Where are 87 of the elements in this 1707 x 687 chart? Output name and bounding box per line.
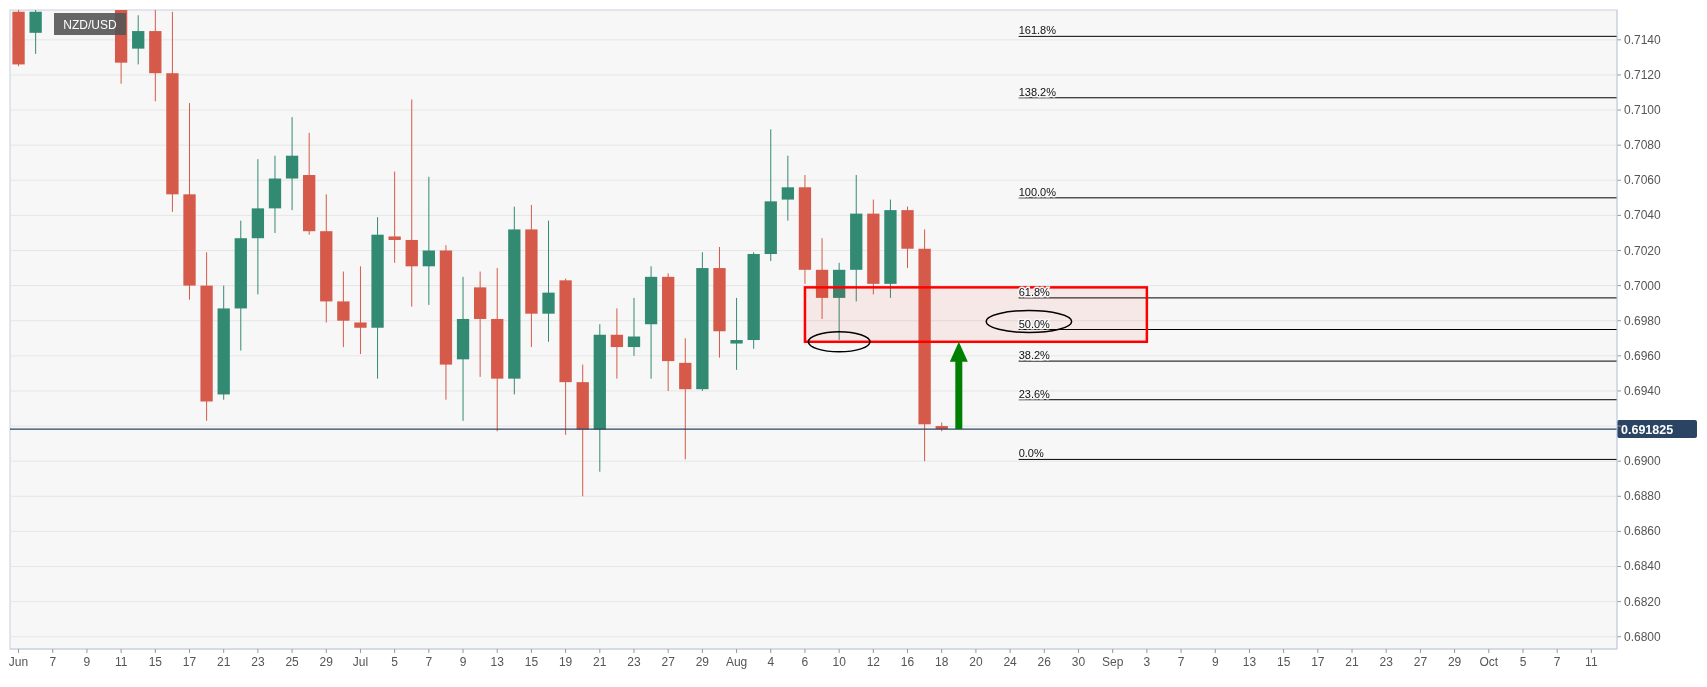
x-tick-label: 15 bbox=[148, 655, 163, 669]
annotation: 138.2% bbox=[1018, 85, 1057, 98]
x-tick-label: Jul bbox=[352, 655, 369, 669]
x-tick-label: 10 bbox=[832, 655, 847, 669]
y-tick-label: 0.6820 bbox=[1624, 594, 1662, 609]
y-tick-label: 0.6980 bbox=[1624, 313, 1662, 328]
x-tick-label: 11 bbox=[114, 655, 128, 669]
annotation: 61.8% bbox=[1018, 285, 1051, 298]
ref-line-label: 0.691825 bbox=[1621, 422, 1674, 437]
x-tick-label: 5 bbox=[391, 655, 399, 669]
x-tick-label: 25 bbox=[285, 655, 300, 669]
candlestick bbox=[354, 265, 367, 355]
candlestick bbox=[627, 297, 641, 357]
x-tick-label: 15 bbox=[1276, 655, 1291, 669]
y-tick-label: 0.6840 bbox=[1624, 559, 1662, 574]
x-tick-label: 3 bbox=[1143, 655, 1151, 669]
x-tick-label: 7 bbox=[1553, 655, 1561, 669]
x-tick-label: 21 bbox=[593, 655, 607, 669]
y-tick-label: 0.7020 bbox=[1624, 243, 1662, 258]
x-tick-label: 9 bbox=[459, 655, 467, 669]
candlestick bbox=[29, 9, 42, 55]
x-tick-label: 5 bbox=[1519, 655, 1527, 669]
y-tick-label: 0.6880 bbox=[1624, 489, 1662, 504]
x-tick-label: Oct bbox=[1479, 655, 1499, 669]
x-tick-label: 27 bbox=[661, 655, 676, 669]
x-tick-label: 7 bbox=[1177, 655, 1185, 669]
x-tick-label: Aug bbox=[725, 655, 748, 669]
x-tick-label: 27 bbox=[1413, 655, 1428, 669]
y-tick-label: 0.7100 bbox=[1624, 103, 1662, 118]
x-tick-label: 18 bbox=[935, 655, 949, 669]
x-tick-label: 16 bbox=[900, 655, 915, 669]
x-tick-label: 11 bbox=[1585, 655, 1598, 669]
x-tick-label: 12 bbox=[866, 655, 881, 669]
y-tick-label: 0.7080 bbox=[1624, 138, 1662, 153]
x-tick-label: 17 bbox=[1311, 655, 1325, 669]
x-tick-label: 9 bbox=[1211, 655, 1219, 669]
candlestick bbox=[132, 14, 145, 65]
x-tick-label: 23 bbox=[627, 655, 641, 669]
x-tick-label: 13 bbox=[1242, 655, 1257, 669]
candlestick bbox=[610, 307, 624, 380]
y-tick-label: 0.6800 bbox=[1624, 629, 1662, 644]
x-tick-label: Sep bbox=[1102, 655, 1124, 669]
candlestick bbox=[388, 171, 401, 264]
x-tick-label: 29 bbox=[319, 655, 334, 669]
candlestick bbox=[285, 116, 299, 211]
x-tick-label: 23 bbox=[251, 655, 265, 669]
x-tick-label: 21 bbox=[1345, 655, 1360, 669]
x-tick-label: 17 bbox=[182, 655, 197, 669]
annotation: 100.0% bbox=[1018, 185, 1057, 198]
candlestick bbox=[337, 271, 350, 348]
x-tick-label: 29 bbox=[695, 655, 710, 669]
y-tick-label: 0.7060 bbox=[1624, 173, 1662, 188]
x-tick-label: 26 bbox=[1037, 655, 1052, 669]
candlestick bbox=[730, 297, 743, 371]
x-tick-label: 30 bbox=[1071, 655, 1086, 669]
candlestick bbox=[781, 155, 795, 222]
x-tick-label: 15 bbox=[524, 655, 539, 669]
x-tick-label: 24 bbox=[1003, 655, 1018, 669]
candlestick bbox=[422, 176, 435, 306]
annotation: 23.6% bbox=[1018, 387, 1051, 400]
x-tick-label: 4 bbox=[767, 655, 775, 669]
annotation: 0.0% bbox=[1018, 447, 1044, 460]
y-tick-label: 0.7140 bbox=[1624, 32, 1662, 47]
x-tick-label: 6 bbox=[801, 655, 809, 669]
x-tick-label: Jun bbox=[8, 655, 29, 669]
x-tick-label: 13 bbox=[490, 655, 505, 669]
x-tick-label: 23 bbox=[1379, 655, 1394, 669]
y-tick-label: 0.7040 bbox=[1624, 208, 1662, 223]
annotation: 50.0% bbox=[1018, 317, 1051, 330]
annotation: 38.2% bbox=[1018, 349, 1051, 362]
annotation: 161.8% bbox=[1018, 24, 1057, 37]
y-tick-label: 0.6900 bbox=[1624, 454, 1662, 469]
x-tick-label: 7 bbox=[425, 655, 433, 669]
text: NZD/USD bbox=[63, 17, 117, 32]
y-tick-label: 0.6960 bbox=[1624, 348, 1662, 363]
candlestick bbox=[405, 99, 418, 308]
x-tick-label: 29 bbox=[1447, 655, 1462, 669]
x-tick-label: 20 bbox=[969, 655, 983, 669]
x-tick-label: 9 bbox=[83, 655, 91, 669]
candlestick bbox=[542, 220, 555, 343]
x-tick-label: 21 bbox=[217, 655, 231, 669]
y-tick-label: 0.7120 bbox=[1624, 67, 1662, 82]
y-tick-label: 0.6860 bbox=[1624, 524, 1662, 539]
y-tick-label: 0.6940 bbox=[1624, 383, 1662, 398]
x-tick-label: 19 bbox=[558, 655, 573, 669]
x-tick-label: 7 bbox=[49, 655, 57, 669]
y-tick-label: 0.7000 bbox=[1624, 278, 1662, 293]
